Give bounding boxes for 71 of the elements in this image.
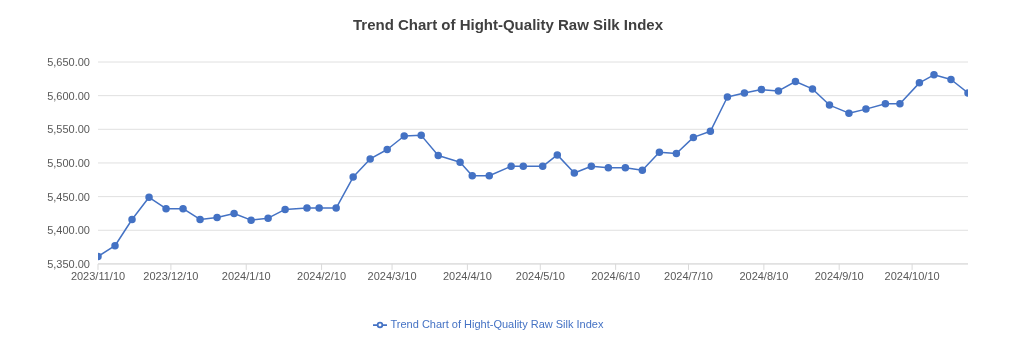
legend-label: Trend Chart of Hight-Quality Raw Silk Index (390, 317, 604, 330)
point (553, 151, 562, 159)
y-tick-label: 5,500.00 (47, 156, 90, 169)
x-tick-label: 2024/3/10 (367, 269, 417, 282)
y-tick-label: 5,650.00 (47, 55, 90, 68)
x-tick-label: 2024/6/10 (591, 269, 641, 282)
point (434, 151, 442, 160)
point (366, 155, 374, 163)
point (655, 148, 664, 156)
point (706, 127, 715, 136)
point (213, 213, 221, 222)
point (587, 162, 596, 171)
point (145, 193, 153, 202)
point (519, 162, 528, 171)
x-tick-label: 2024/8/10 (739, 269, 789, 282)
point (672, 149, 681, 158)
point (111, 241, 119, 250)
point (417, 131, 425, 140)
point (881, 99, 890, 108)
point (930, 71, 938, 79)
point (400, 132, 408, 140)
point (621, 163, 630, 172)
x-tick-label: 2024/1/10 (221, 269, 271, 282)
point (281, 205, 289, 214)
y-tick-label: 5,550.00 (47, 123, 90, 136)
point (468, 171, 476, 180)
x-tick-label: 2024/5/10 (515, 269, 565, 282)
point (303, 204, 311, 212)
point (485, 171, 494, 180)
chart-title: Trend Chart of Hight-Quality Raw Silk Index (351, 15, 664, 35)
point (230, 209, 238, 218)
x-tick-label: 2024/10/10 (884, 269, 940, 282)
point (383, 145, 391, 154)
point (638, 166, 647, 175)
y-tick-label: 5,450.00 (47, 190, 90, 203)
point (740, 89, 749, 97)
point (947, 75, 955, 84)
point (862, 105, 870, 113)
point (915, 79, 924, 87)
y-tick-label: 5,350.00 (47, 257, 90, 270)
point (723, 93, 732, 101)
point (349, 173, 357, 181)
point (507, 162, 515, 171)
point (538, 162, 547, 171)
point (774, 87, 783, 95)
point (825, 101, 834, 109)
point (808, 85, 817, 93)
point (570, 169, 579, 177)
x-tick-label: 2024/7/10 (664, 269, 713, 282)
point (791, 77, 800, 86)
point (247, 216, 255, 224)
point (604, 163, 613, 172)
x-tick-label: 2024/4/10 (442, 269, 492, 282)
point (896, 99, 904, 108)
point (332, 204, 340, 212)
point (162, 204, 170, 213)
point (179, 204, 187, 213)
point (456, 158, 464, 167)
y-tick-label: 5,600.00 (47, 89, 90, 102)
point (757, 85, 766, 94)
x-tick-label: 2023/12/10 (143, 269, 199, 282)
x-tick-label: 2024/2/10 (297, 269, 347, 282)
x-tick-label: 2024/9/10 (814, 269, 864, 282)
point (845, 109, 853, 117)
point (315, 204, 323, 212)
point (196, 215, 204, 224)
y-tick-label: 5,400.00 (47, 224, 90, 237)
point (264, 214, 272, 222)
point (689, 133, 698, 142)
x-tick-label: 2023/11/10 (70, 269, 126, 282)
point (128, 215, 136, 224)
